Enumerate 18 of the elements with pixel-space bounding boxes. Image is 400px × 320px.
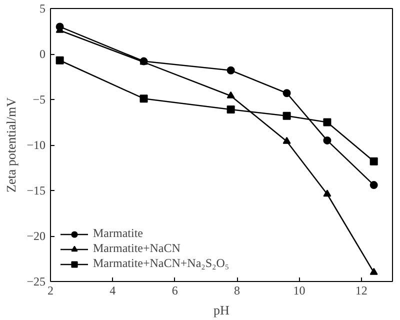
legend-label: Marmatite (93, 226, 143, 241)
y-tick-label: −20 (26, 229, 46, 243)
y-tick-label: −5 (32, 92, 46, 106)
y-tick-label: −10 (26, 138, 46, 152)
legend-label: Marmatite+NaCN (93, 241, 180, 256)
x-tick-label: 4 (110, 284, 116, 298)
y-axis-title: Zeta potential/mV (4, 96, 19, 192)
x-tick-label: 8 (234, 284, 240, 298)
x-tick-label: 2 (48, 284, 54, 298)
x-tick-label: 12 (355, 284, 368, 298)
y-tick-label: −25 (26, 274, 46, 288)
x-tick-label: 10 (293, 284, 306, 298)
y-tick-label: 0 (40, 47, 46, 61)
x-tick-label: 6 (172, 284, 178, 298)
legend-label: Marmatite+NaCN+Na₂S₂O₅ (93, 256, 230, 271)
y-tick-label: −15 (26, 184, 46, 198)
y-tick-label: 5 (40, 2, 46, 16)
x-axis-title: pH (214, 302, 230, 318)
